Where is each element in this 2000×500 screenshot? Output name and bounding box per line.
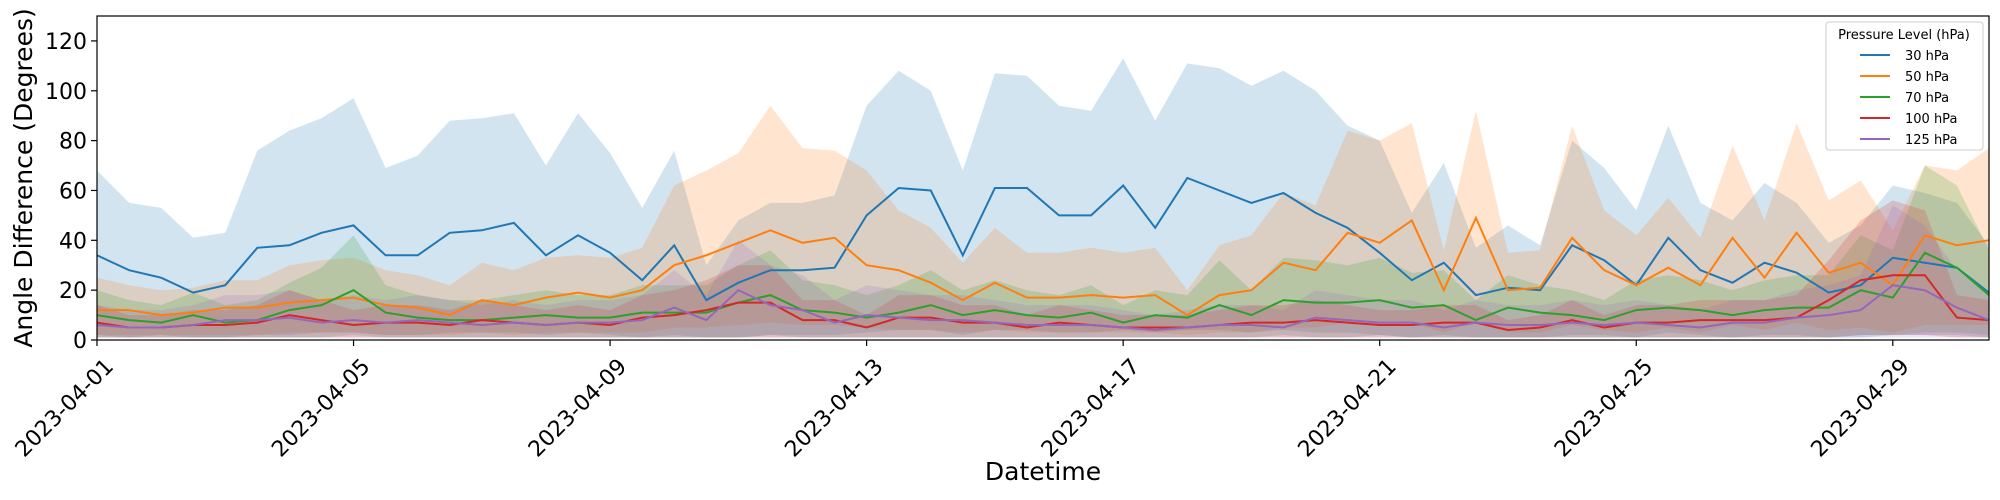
series-lines	[97, 176, 1989, 332]
legend: Pressure Level (hPa) 30 hPa 50 hPa 70 hPa 1…	[1825, 21, 1984, 151]
y-tick-label: 80	[59, 130, 87, 155]
line-30-hpa	[97, 176, 1989, 302]
band-30-hpa	[97, 58, 1989, 338]
legend-label: 100 hPa	[1905, 112, 1957, 127]
x-tick-label: 2023-04-13	[780, 354, 888, 462]
x-axis-label: Datetime	[985, 457, 1101, 486]
y-tick-label: 40	[59, 229, 87, 254]
y-axis: 0 20 40 60 80 100 120	[45, 30, 97, 354]
line-125-hpa	[97, 284, 1989, 332]
y-tick-label: 100	[45, 80, 87, 105]
x-tick-label: 2023-04-21	[1294, 354, 1402, 462]
y-tick-label: 0	[73, 329, 87, 354]
y-axis-label: Angle Difference (Degrees)	[9, 8, 38, 347]
x-tick-label: 2023-04-09	[524, 354, 632, 462]
x-tick-label: 2023-04-17	[1037, 354, 1145, 462]
band-100-hpa	[97, 200, 1989, 338]
x-tick-label: 2023-04-01	[11, 354, 119, 462]
x-axis: 2023-04-01 2023-04-05 2023-04-09 2023-04-13…	[11, 340, 1915, 462]
line-50-hpa	[97, 215, 1989, 317]
band-50-hpa	[97, 105, 1989, 335]
y-tick-label: 20	[59, 279, 87, 304]
plot-frame	[96, 15, 1990, 341]
y-tick-label: 120	[45, 30, 87, 55]
legend-title: Pressure Level (hPa)	[1838, 28, 1970, 43]
x-tick-label: 2023-04-29	[1807, 354, 1915, 462]
legend-label: 50 hPa	[1905, 70, 1949, 85]
band-125-hpa	[97, 205, 1989, 338]
y-tick-label: 60	[59, 179, 87, 204]
legend-label: 30 hPa	[1905, 49, 1949, 64]
legend-label: 70 hPa	[1905, 91, 1949, 106]
x-tick-label: 2023-04-05	[267, 354, 375, 462]
legend-label: 125 hPa	[1905, 133, 1957, 148]
line-70-hpa	[97, 251, 1989, 324]
confidence-bands	[97, 58, 1989, 338]
x-tick-label: 2023-04-25	[1550, 354, 1658, 462]
